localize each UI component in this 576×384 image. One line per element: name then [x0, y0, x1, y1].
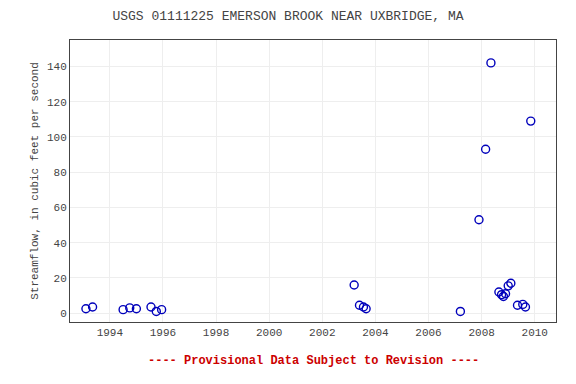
svg-text:2008: 2008 [468, 327, 494, 339]
svg-text:100: 100 [47, 132, 67, 144]
svg-text:Streamflow, in cubic feet per: Streamflow, in cubic feet per second [29, 62, 41, 300]
svg-text:140: 140 [47, 61, 67, 73]
svg-text:0: 0 [60, 308, 67, 320]
svg-text:---- Provisional Data Subject: ---- Provisional Data Subject to Revisio… [148, 354, 479, 368]
svg-text:1994: 1994 [97, 327, 124, 339]
svg-text:1996: 1996 [150, 327, 176, 339]
svg-text:USGS 01111225 EMERSON BROOK NE: USGS 01111225 EMERSON BROOK NEAR UXBRIDG… [112, 9, 463, 24]
svg-text:2000: 2000 [256, 327, 282, 339]
svg-text:2006: 2006 [415, 327, 441, 339]
svg-text:40: 40 [54, 238, 67, 250]
svg-text:20: 20 [54, 273, 67, 285]
svg-text:2004: 2004 [362, 327, 389, 339]
svg-text:80: 80 [54, 167, 67, 179]
svg-text:60: 60 [54, 202, 67, 214]
svg-text:120: 120 [47, 97, 67, 109]
svg-text:2002: 2002 [309, 327, 335, 339]
svg-text:1998: 1998 [203, 327, 229, 339]
svg-text:2010: 2010 [522, 327, 548, 339]
